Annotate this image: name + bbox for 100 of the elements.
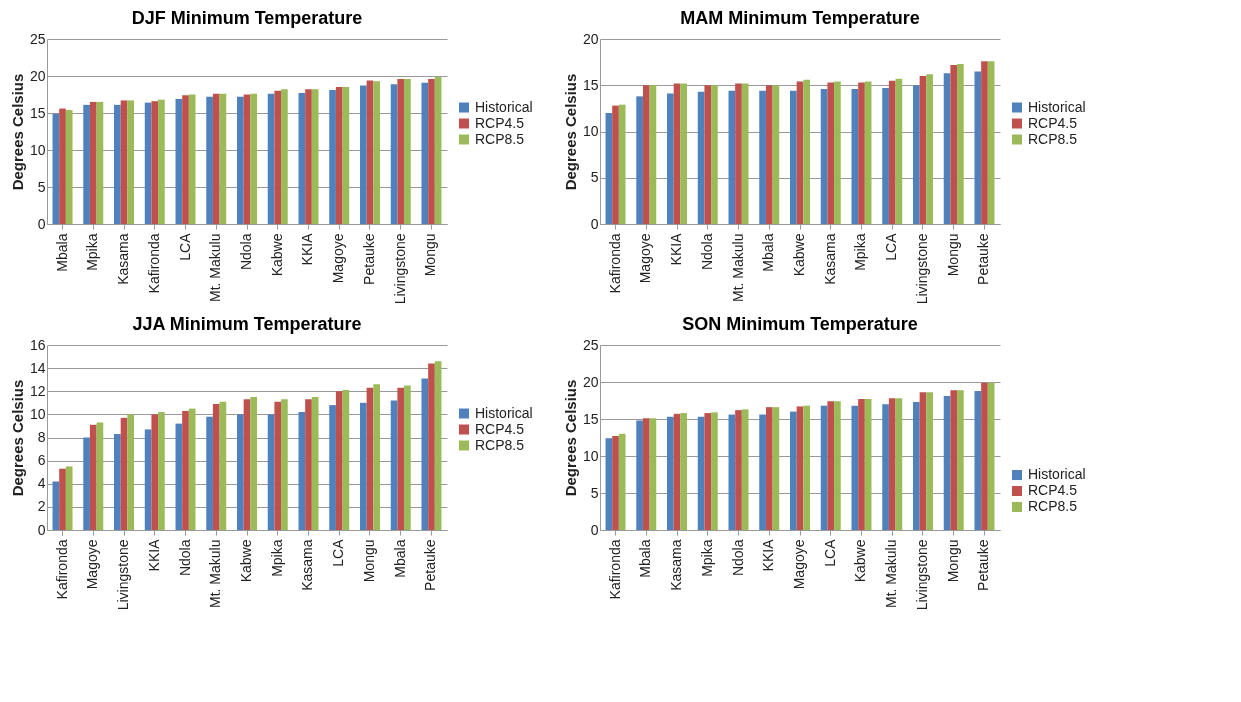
y-tick-label: 2	[37, 498, 46, 515]
chart-title: DJF Minimum Temperature	[131, 8, 363, 28]
x-tick-label: KKIA	[760, 538, 777, 572]
bar	[65, 110, 73, 224]
x-tick-label: Mongu	[360, 539, 377, 583]
x-tick-label: Mt. Makulu	[729, 233, 746, 302]
bar	[329, 405, 336, 530]
bar	[987, 61, 995, 224]
bar	[127, 414, 135, 530]
bar	[206, 96, 213, 224]
bar	[120, 100, 128, 224]
bar	[373, 81, 380, 224]
y-tick-label: 15	[582, 76, 599, 93]
bar	[404, 385, 411, 530]
bar	[642, 85, 650, 224]
chart-title: JJA Minimum Temperature	[132, 314, 362, 334]
bar	[329, 90, 336, 224]
y-tick-label: 10	[582, 447, 599, 464]
bar	[206, 416, 213, 530]
bar	[390, 400, 398, 530]
bar	[114, 104, 121, 224]
bar	[366, 387, 374, 530]
x-tick-label: Mongu	[422, 233, 439, 277]
x-tick-label: Kasama	[668, 539, 685, 591]
y-tick-label: 8	[37, 429, 46, 445]
bar	[52, 481, 60, 530]
bar	[298, 412, 306, 530]
bar	[697, 416, 705, 530]
y-tick-label: 14	[29, 359, 46, 376]
bar	[926, 392, 933, 530]
bar	[974, 71, 982, 224]
bar	[851, 405, 859, 530]
y-tick-label: 15	[582, 410, 599, 427]
bar	[796, 81, 804, 224]
bar	[175, 423, 183, 530]
x-tick-label: Ndola	[698, 233, 715, 271]
bar	[858, 82, 865, 224]
x-tick-label: Mbala	[637, 539, 654, 578]
x-tick-label: Petauke	[975, 539, 992, 591]
bar	[765, 85, 773, 224]
bar	[673, 413, 681, 530]
y-tick-label: 5	[590, 484, 599, 501]
bar	[144, 429, 152, 530]
x-tick-label: Petauke	[360, 233, 377, 285]
y-tick-label: 10	[582, 123, 599, 139]
x-tick-label: Livingstone	[913, 539, 930, 611]
x-tick-label: Kasama	[299, 539, 316, 591]
bar	[605, 438, 613, 530]
bar	[957, 63, 964, 224]
x-tick-label: KKIA	[145, 538, 162, 572]
bar	[158, 412, 165, 530]
bar	[237, 414, 244, 530]
bar	[728, 414, 736, 530]
bar	[274, 90, 282, 224]
bar	[680, 413, 688, 530]
bar	[790, 411, 797, 530]
bar	[882, 88, 889, 224]
bar	[697, 91, 705, 224]
x-tick-label: Mbala	[53, 233, 70, 272]
legend-label: RCP4.5	[1028, 482, 1078, 498]
bar	[704, 85, 712, 224]
y-tick-label: 4	[37, 475, 46, 492]
bar	[243, 399, 251, 530]
bar	[89, 424, 97, 530]
bar	[834, 401, 841, 530]
x-tick-label: Ndola	[729, 539, 746, 577]
y-axis-title: Degrees Celsius	[8, 73, 26, 191]
bar	[243, 94, 251, 224]
x-tick-label: LCA	[330, 538, 347, 567]
bar	[919, 76, 927, 224]
bar	[212, 403, 220, 530]
y-tick-label: 0	[37, 521, 46, 538]
bar	[772, 407, 780, 530]
x-tick-label: Mpika	[84, 233, 101, 271]
bar	[888, 80, 896, 224]
bar	[434, 76, 442, 224]
x-tick-label: Kabwe	[852, 539, 869, 583]
bar	[96, 101, 104, 224]
bar	[974, 390, 982, 530]
bar	[642, 418, 650, 530]
bar	[759, 90, 766, 224]
x-tick-label: Mt. Makulu	[883, 539, 900, 608]
y-tick-label: 20	[582, 373, 599, 390]
bar	[219, 93, 227, 224]
bar	[342, 390, 350, 530]
bar	[943, 396, 951, 530]
bar	[59, 108, 66, 224]
y-tick-label: 12	[29, 382, 46, 399]
bar	[158, 99, 165, 224]
bar	[65, 466, 73, 530]
x-tick-label: Ndola	[176, 539, 193, 577]
legend-label: RCP4.5	[1028, 114, 1078, 131]
bar	[151, 101, 159, 224]
y-axis-title: Degrees Celsius	[8, 379, 26, 497]
legend-label: Historical	[1028, 98, 1086, 115]
legend-label: RCP8.5	[1028, 498, 1078, 514]
bar	[735, 410, 742, 530]
x-tick-label: Mpika	[698, 539, 715, 577]
y-tick-label: 16	[29, 336, 46, 353]
bar	[373, 384, 380, 530]
